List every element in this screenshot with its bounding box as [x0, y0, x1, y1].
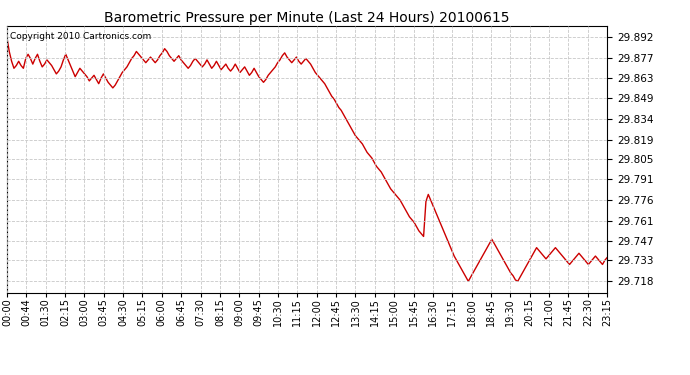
Title: Barometric Pressure per Minute (Last 24 Hours) 20100615: Barometric Pressure per Minute (Last 24 … — [104, 11, 510, 25]
Text: Copyright 2010 Cartronics.com: Copyright 2010 Cartronics.com — [10, 32, 151, 40]
